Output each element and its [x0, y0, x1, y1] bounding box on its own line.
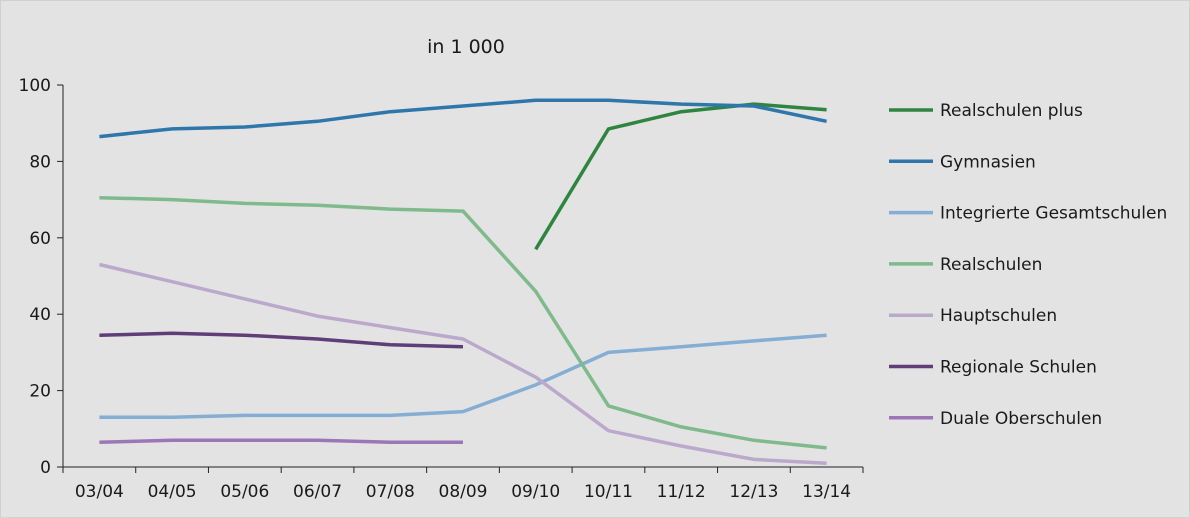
legend-label: Realschulen [940, 255, 1042, 275]
series-line [99, 331, 464, 349]
y-tick-label: 40 [29, 305, 51, 325]
x-tick-label: 03/04 [75, 482, 124, 502]
x-tick-label: 10/11 [584, 482, 633, 502]
series-line [98, 262, 827, 465]
y-tick-label: 100 [19, 76, 51, 96]
x-tick-label: 06/07 [293, 482, 342, 502]
series-line [534, 102, 827, 251]
y-tick-label: 20 [29, 382, 51, 402]
x-tick-label: 04/05 [148, 482, 197, 502]
series-line [99, 333, 827, 420]
legend-label: Gymnasien [940, 152, 1036, 172]
x-tick-label: 09/10 [511, 482, 560, 502]
legend-label: Hauptschulen [940, 306, 1057, 326]
legend-label: Duale Oberschulen [940, 409, 1102, 429]
series-layer [98, 98, 827, 465]
series-line [99, 195, 827, 450]
chart-unit-label: in 1 000 [427, 36, 505, 58]
y-tick-label: 60 [29, 229, 51, 249]
series-line [99, 98, 827, 139]
x-tick-label: 07/08 [366, 482, 415, 502]
x-tick-label: 11/12 [657, 482, 706, 502]
x-tick-label: 13/14 [802, 482, 851, 502]
axes: 0 20 40 60 80 100 03/04 04/05 05/06 06/07 07/08 08/… [19, 76, 864, 502]
series-line [99, 438, 463, 444]
legend-label: Realschulen plus [940, 101, 1083, 121]
y-tick-label: 0 [40, 458, 51, 478]
y-tick-label: 80 [29, 152, 51, 172]
legend-label: Regionale Schulen [940, 358, 1097, 378]
legend: Realschulen plus Gymnasien Integrierte Ges… [889, 101, 1167, 429]
x-tick-label: 08/09 [439, 482, 488, 502]
legend-label: Integrierte Gesamtschulen [940, 204, 1167, 224]
x-tick-label: 05/06 [220, 482, 269, 502]
x-tick-label: 12/13 [729, 482, 778, 502]
